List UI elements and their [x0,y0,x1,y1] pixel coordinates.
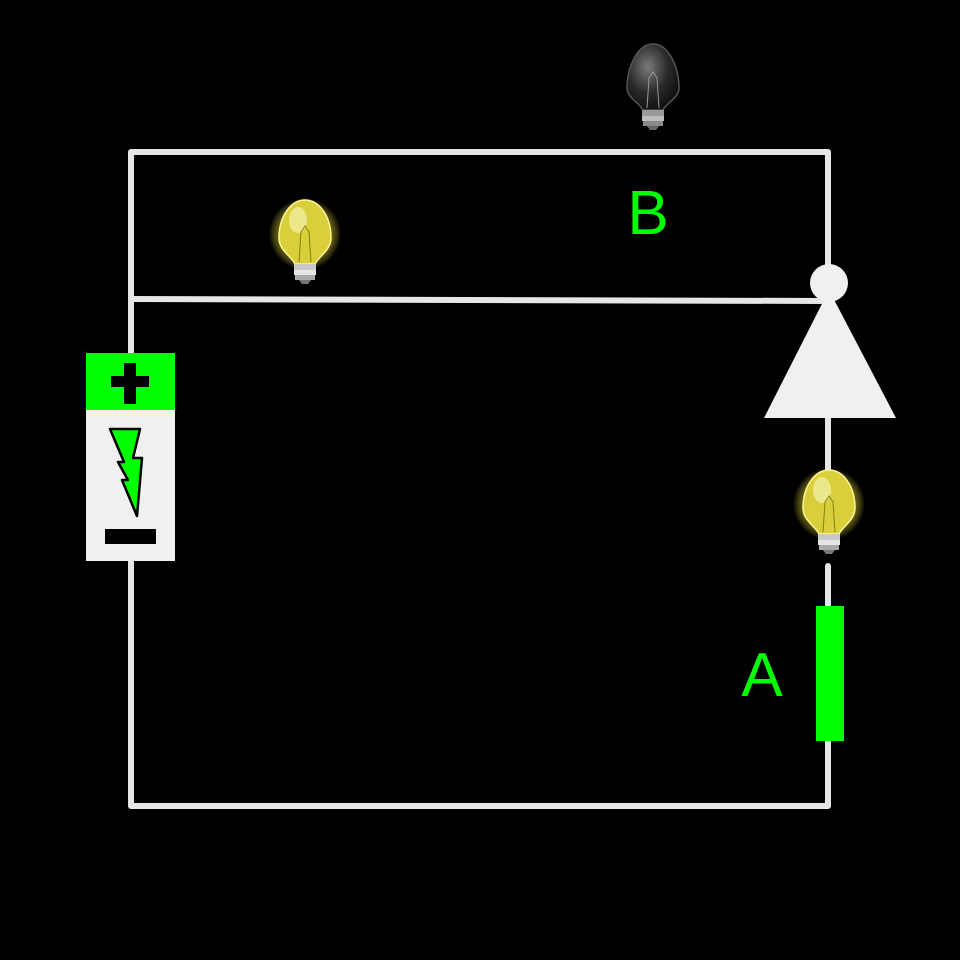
battery [86,353,175,561]
middle-wire [128,296,831,304]
lightbulb-on-icon [269,198,341,284]
switch-pivot [810,264,848,302]
switch [764,264,896,418]
wires [128,149,831,809]
top-wire [128,149,831,358]
plus-icon [111,363,149,404]
lightbulb-off-icon [626,43,680,130]
label-b: B [627,179,668,248]
lightbulb-on-icon [793,468,865,554]
bottom-wire [128,557,831,809]
label-a: A [741,641,783,710]
resistor-a [816,606,844,741]
minus-icon [105,529,156,544]
switch-triangle [764,290,896,418]
lightning-bolt-icon [108,427,144,518]
